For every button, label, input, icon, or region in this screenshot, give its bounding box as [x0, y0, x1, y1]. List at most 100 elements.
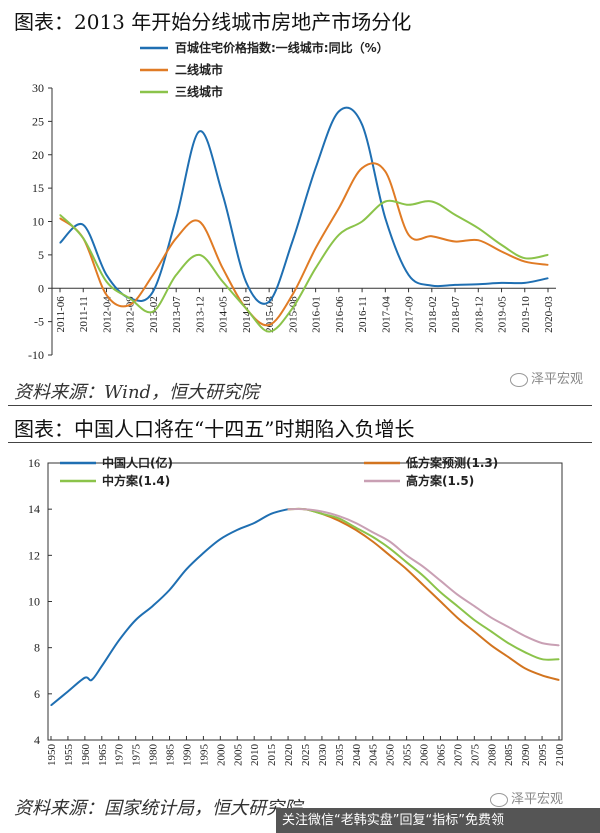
y-tick-label: -5: [34, 315, 44, 329]
x-tick-label: 2016-01: [311, 296, 323, 333]
x-tick-label: 2017-04: [380, 296, 392, 333]
data-point: [524, 667, 526, 670]
data-point: [473, 605, 475, 607]
y-tick-label: 12: [28, 548, 40, 562]
data-point: [355, 529, 357, 531]
data-point: [406, 568, 408, 570]
x-tick-label: 2017-09: [404, 296, 416, 333]
data-point: [477, 227, 479, 229]
x-tick-label: 2030: [317, 744, 329, 767]
y-tick-label: 25: [32, 114, 44, 128]
data-point: [500, 244, 503, 246]
y-tick-label: -10: [28, 348, 44, 362]
x-tick-label: 1965: [97, 744, 109, 767]
x-tick-label: 1970: [114, 744, 126, 767]
series-line-0: [59, 106, 549, 305]
data-point: [500, 250, 503, 253]
x-tick-label: 2035: [334, 744, 346, 767]
data-point: [389, 540, 391, 543]
y-tick-label: 6: [34, 687, 40, 701]
watermark-2: 泽平宏观: [490, 788, 563, 807]
data-point: [152, 605, 154, 607]
data-point: [547, 254, 549, 256]
data-point: [558, 658, 560, 660]
x-tick-label: 2080: [486, 744, 498, 767]
chart1-source: 资料来源：Wind，恒大研究院: [14, 382, 260, 403]
data-point: [355, 522, 357, 524]
x-tick-label: 2012-04: [101, 296, 113, 333]
x-tick-label: 1955: [63, 744, 75, 767]
data-point: [431, 284, 433, 287]
data-point: [338, 517, 340, 519]
series-line-0: [50, 508, 289, 707]
data-point: [270, 513, 272, 515]
data-point: [338, 234, 340, 236]
x-tick-label: 2018-12: [473, 296, 485, 333]
data-point: [456, 617, 458, 619]
y-tick-label: 0: [38, 281, 44, 295]
x-tick-label: 2014-05: [218, 296, 230, 333]
y-tick-label: 4: [34, 733, 40, 747]
data-point: [431, 200, 433, 203]
x-tick-label: 2020: [283, 744, 295, 767]
data-point: [198, 130, 201, 132]
data-point: [384, 200, 386, 203]
y-tick-label: 8: [34, 641, 40, 655]
x-tick-label: 2075: [469, 744, 481, 767]
data-point: [152, 311, 154, 313]
x-tick-label: 2018-02: [427, 296, 439, 333]
data-point: [454, 214, 456, 216]
data-point: [490, 617, 492, 619]
x-tick-label: 2011-06: [55, 296, 67, 333]
data-point: [439, 600, 442, 603]
x-tick-label: 2065: [435, 744, 447, 767]
x-tick-label: 2070: [452, 744, 464, 767]
x-tick-label: 2019-10: [520, 296, 532, 333]
data-point: [477, 283, 479, 285]
x-tick-label: 2020-03: [543, 296, 555, 333]
y-tick-label: 5: [38, 248, 44, 262]
y-tick-label: 16: [28, 456, 40, 470]
data-point: [105, 294, 108, 296]
x-tick-label: 2018-07: [450, 296, 462, 333]
data-point: [524, 651, 526, 653]
x-tick-label: 2013-07: [171, 296, 183, 333]
chart1: -10 -5 0 5 10 15 20 25 30 2011-06 2011-11 2012-04 20…: [28, 40, 556, 362]
data-point: [253, 522, 255, 524]
data-point: [456, 605, 458, 607]
data-point: [168, 589, 171, 591]
divider: [8, 405, 592, 406]
data-point: [59, 214, 61, 216]
data-point: [101, 665, 103, 667]
legend-label: 二线城市: [175, 62, 223, 77]
x-tick-label: 1980: [148, 744, 160, 767]
chart2: 4 6 8 10 12 14 16 1950 1955 1960 1965 1970 1975 1980 1…: [28, 455, 566, 767]
x-tick-label: 2000: [215, 744, 227, 767]
footer-banner[interactable]: 关注微信“老韩实盘”回复“指标”免费领: [276, 808, 600, 833]
data-point: [291, 240, 293, 243]
x-tick-label: 1995: [198, 744, 210, 767]
x-tick-label: 2013-12: [194, 296, 206, 333]
data-point: [524, 282, 526, 284]
data-point: [361, 167, 363, 169]
data-point: [175, 237, 177, 239]
data-point: [222, 280, 224, 283]
data-point: [439, 591, 442, 593]
data-point: [439, 580, 442, 582]
data-point: [338, 110, 340, 112]
legend-label: 中国人口(亿): [102, 455, 173, 470]
data-point: [507, 626, 509, 628]
data-point: [541, 658, 543, 660]
data-point: [524, 260, 526, 263]
data-point: [338, 207, 340, 209]
data-point: [384, 170, 386, 173]
legend-label: 百城住宅价格指数:一线城市:同比（%）: [175, 40, 389, 55]
x-tick-label: 2011-11: [78, 296, 90, 332]
data-point: [338, 515, 340, 517]
data-point: [361, 124, 363, 126]
data-point: [372, 540, 374, 543]
data-point: [431, 235, 433, 237]
x-tick-label: 2025: [300, 744, 312, 767]
data-point: [222, 194, 224, 196]
data-point: [129, 297, 131, 299]
